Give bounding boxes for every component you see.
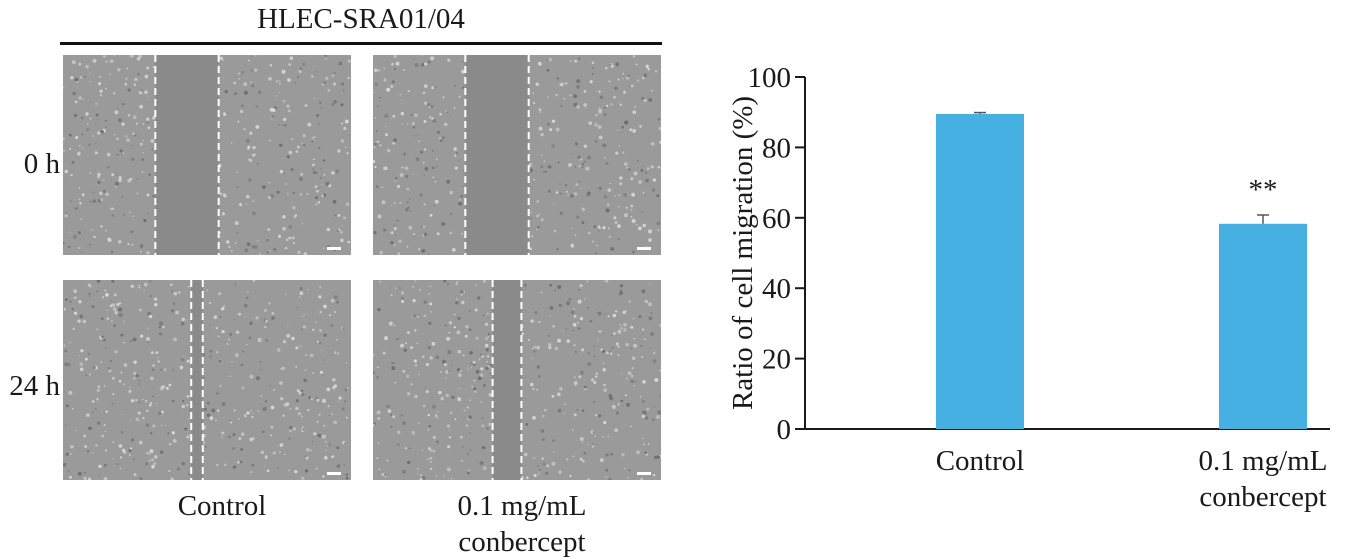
- y-tick-label: 60: [762, 203, 791, 235]
- y-tick-label: 20: [762, 344, 791, 376]
- category-label-1: 0.1 mg/mL: [1199, 445, 1328, 477]
- scale-bar: [637, 247, 651, 250]
- significance-label-1: **: [1249, 174, 1278, 206]
- category-label-0: Control: [936, 445, 1025, 477]
- micrograph-conbercept-24h: [373, 280, 661, 480]
- y-tick-label: 40: [762, 273, 791, 305]
- bar-1: [1219, 223, 1307, 429]
- y-tick-label: 100: [748, 62, 792, 94]
- column-label-control: Control: [177, 490, 267, 522]
- y-tick-label: 0: [777, 414, 792, 446]
- bar-0: [936, 113, 1024, 430]
- y-axis-label: Ratio of cell migration (%): [727, 96, 759, 410]
- category-label-1: conbercept: [1199, 481, 1326, 513]
- panel-divider: [60, 42, 662, 45]
- row-label-24h: 24 h: [9, 370, 60, 402]
- scale-bar: [327, 472, 341, 475]
- y-tick-label: 80: [762, 132, 791, 164]
- panel-title: HLEC-SRA01/04: [257, 3, 465, 35]
- micrograph-control-24h: [63, 280, 351, 480]
- micrograph-control-0h: [63, 55, 351, 255]
- row-label-0h: 0 h: [23, 148, 60, 180]
- micrograph-conbercept-0h: [373, 55, 661, 255]
- column-label-treatment-line1: 0.1 mg/mL: [457, 490, 587, 522]
- column-label-treatment-line2: conbercept: [458, 526, 586, 558]
- scale-bar: [327, 247, 341, 250]
- scale-bar: [637, 472, 651, 475]
